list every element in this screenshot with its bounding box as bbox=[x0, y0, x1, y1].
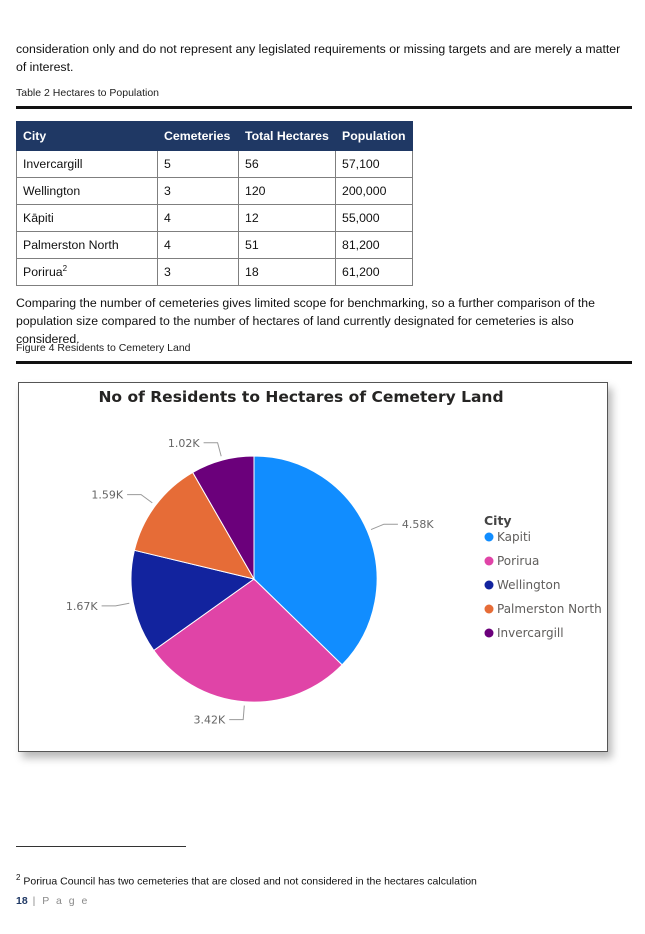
table-cell: 57,100 bbox=[335, 150, 413, 178]
data-label: 1.59K bbox=[91, 489, 123, 502]
leader-line bbox=[203, 442, 222, 457]
table-row: Invercargill 5 56 57,100 bbox=[16, 150, 413, 178]
legend-item-invercargill[interactable]: Invercargill bbox=[497, 626, 564, 640]
table-caption: Table 2 Hectares to Population bbox=[16, 87, 160, 99]
page-footer: 18 | P a g e bbox=[16, 895, 89, 907]
data-label: 3.42K bbox=[193, 714, 225, 727]
pie-chart-container: No of Residents to Hectares of Cemetery … bbox=[18, 382, 608, 752]
pie-data-labels: 4.58K 3.42K 1.67K 1.59K 1.02K bbox=[66, 437, 435, 727]
footnote-text: Porirua Council has two cemeteries that … bbox=[23, 875, 477, 888]
leader-line bbox=[370, 523, 398, 531]
leader-line bbox=[229, 705, 245, 721]
legend-marker bbox=[484, 604, 494, 614]
page-separator: | bbox=[27, 895, 43, 907]
column-header-city: City bbox=[16, 121, 158, 151]
footnote-separator bbox=[16, 846, 186, 847]
table-cell: 4 bbox=[157, 204, 239, 232]
page-number: 18 bbox=[16, 895, 28, 907]
table-cell: 12 bbox=[238, 204, 336, 232]
pie-slice-porirua[interactable] bbox=[153, 578, 343, 703]
data-label: 1.67K bbox=[66, 600, 98, 613]
intro-paragraph: consideration only and do not represent … bbox=[16, 42, 621, 74]
table-caption-rule bbox=[16, 106, 632, 109]
table-row: Porirua2 3 18 61,200 bbox=[16, 258, 413, 286]
chart-legend: Kapiti Porirua Wellington Palmerston North I… bbox=[484, 530, 602, 640]
leader-line bbox=[101, 602, 130, 607]
legend-item-kapiti[interactable]: Kapiti bbox=[497, 530, 531, 544]
pie-slice-wellington[interactable] bbox=[130, 549, 256, 652]
legend-marker bbox=[484, 628, 494, 638]
table-cell: 3 bbox=[157, 177, 239, 205]
table-cell: 5 bbox=[157, 150, 239, 178]
data-label: 4.58K bbox=[402, 518, 434, 531]
leader-line bbox=[127, 494, 153, 504]
table-row: Palmerston North 4 51 81,200 bbox=[16, 231, 413, 259]
page-label: P a g e bbox=[42, 895, 90, 907]
legend-item-palmerston-north[interactable]: Palmerston North bbox=[497, 602, 602, 616]
table-cell: Invercargill bbox=[16, 150, 158, 178]
chart-title: No of Residents to Hectares of Cemetery … bbox=[98, 388, 503, 406]
table-cell: Porirua2 bbox=[16, 258, 158, 286]
figure-caption: Figure 4 Residents to Cemetery Land bbox=[16, 342, 191, 354]
table-header-row: City Cemeteries Total Hectares Populatio… bbox=[16, 121, 413, 151]
legend-title: City bbox=[484, 513, 512, 528]
pie-slice-kapiti[interactable] bbox=[253, 455, 378, 666]
table-cell: 61,200 bbox=[335, 258, 413, 286]
pie-slice-palmerston-north[interactable] bbox=[133, 471, 256, 580]
table-cell: 56 bbox=[238, 150, 336, 178]
footnote-marker: 2 bbox=[16, 873, 21, 882]
table-row: Kāpiti 4 12 55,000 bbox=[16, 204, 413, 232]
pie-slice-invercargill[interactable] bbox=[192, 455, 255, 581]
city-name: Porirua bbox=[23, 265, 63, 280]
data-label: 1.02K bbox=[168, 437, 200, 450]
table-cell: 55,000 bbox=[335, 204, 413, 232]
table-cell: 120 bbox=[238, 177, 336, 205]
pie-chart: No of Residents to Hectares of Cemetery … bbox=[66, 388, 602, 727]
table-cell: 51 bbox=[238, 231, 336, 259]
table-cell: Palmerston North bbox=[16, 231, 158, 259]
table-cell: 4 bbox=[157, 231, 239, 259]
column-header-cemeteries: Cemeteries bbox=[157, 121, 239, 151]
figure-caption-rule bbox=[16, 361, 632, 364]
table-cell: 18 bbox=[238, 258, 336, 286]
table-cell: Wellington bbox=[16, 177, 158, 205]
pie-slices bbox=[130, 455, 378, 703]
table-cell: Kāpiti bbox=[16, 204, 158, 232]
table-cell: 200,000 bbox=[335, 177, 413, 205]
footnote: 2 Porirua Council has two cemeteries tha… bbox=[16, 873, 477, 888]
legend-marker bbox=[484, 580, 494, 590]
table-row: Wellington 3 120 200,000 bbox=[16, 177, 413, 205]
table-cell: 81,200 bbox=[335, 231, 413, 259]
column-header-population: Population bbox=[335, 121, 413, 151]
footnote-reference[interactable]: 2 bbox=[62, 264, 68, 274]
legend-marker bbox=[484, 556, 494, 566]
table-cell: 3 bbox=[157, 258, 239, 286]
body-paragraph: Comparing the number of cemeteries gives… bbox=[16, 296, 595, 346]
legend-item-porirua[interactable]: Porirua bbox=[497, 554, 539, 568]
column-header-total-hectares: Total Hectares bbox=[238, 121, 336, 151]
hectares-population-table: City Cemeteries Total Hectares Populatio… bbox=[16, 121, 413, 286]
legend-marker bbox=[484, 532, 494, 542]
legend-item-wellington[interactable]: Wellington bbox=[497, 578, 560, 592]
